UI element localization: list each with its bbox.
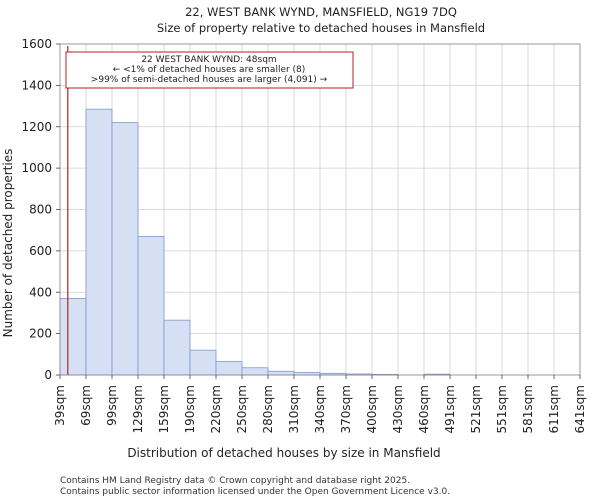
footer-line-1: Contains HM Land Registry data © Crown c… bbox=[60, 476, 410, 486]
x-tick-label: 551sqm bbox=[495, 385, 509, 433]
x-tick-label: 39sqm bbox=[53, 385, 67, 426]
y-tick-label: 200 bbox=[29, 327, 52, 341]
x-tick-label: 280sqm bbox=[261, 385, 275, 433]
histogram-bar bbox=[59, 298, 87, 376]
bars bbox=[59, 108, 451, 376]
x-tick-label: 581sqm bbox=[521, 385, 535, 433]
annotation-frame bbox=[65, 51, 354, 89]
chart-subtitle: Size of property relative to detached ho… bbox=[157, 21, 485, 35]
histogram-bar bbox=[189, 349, 217, 376]
x-tick-label: 611sqm bbox=[547, 385, 561, 433]
x-tick-label: 129sqm bbox=[131, 385, 145, 433]
x-tick-label: 491sqm bbox=[443, 385, 457, 433]
histogram-bar bbox=[267, 370, 295, 376]
x-tick-label: 250sqm bbox=[235, 385, 249, 433]
x-tick-label: 159sqm bbox=[157, 385, 171, 433]
y-axis-label: Number of detached properties bbox=[1, 149, 15, 338]
histogram-bar bbox=[241, 367, 269, 376]
annotation-line-1: 22 WEST BANK WYND: 48sqm bbox=[141, 55, 276, 65]
y-tick-label: 600 bbox=[29, 244, 52, 258]
y-tick-label: 800 bbox=[29, 203, 52, 217]
x-tick-label: 99sqm bbox=[105, 385, 119, 426]
x-tick-label: 430sqm bbox=[391, 385, 405, 433]
x-tick-label: 220sqm bbox=[209, 385, 223, 433]
histogram-bar bbox=[137, 235, 165, 376]
x-tick-label: 310sqm bbox=[287, 385, 301, 433]
x-tick-label: 460sqm bbox=[417, 385, 431, 433]
histogram-bar bbox=[163, 319, 191, 376]
annotation-line-3: >99% of semi-detached houses are larger … bbox=[91, 75, 328, 85]
x-tick-label: 400sqm bbox=[365, 385, 379, 433]
annotation-box: 22 WEST BANK WYND: 48sqm ← <1% of detach… bbox=[65, 51, 354, 89]
x-tick-label: 340sqm bbox=[313, 385, 327, 433]
x-axis-label: Distribution of detached houses by size … bbox=[127, 446, 440, 460]
annotation-line-2: ← <1% of detached houses are smaller (8) bbox=[113, 65, 306, 75]
y-tick-label: 1600 bbox=[21, 37, 52, 51]
y-tick-label: 0 bbox=[44, 368, 52, 382]
y-axis-ticks: 0 200 400 600 800 1000 1200 1400 1600 bbox=[21, 37, 60, 382]
x-tick-label: 69sqm bbox=[79, 385, 93, 426]
y-tick-label: 1400 bbox=[21, 78, 52, 92]
y-tick-label: 400 bbox=[29, 285, 52, 299]
x-tick-label: 521sqm bbox=[469, 385, 483, 433]
histogram-bar bbox=[85, 108, 113, 376]
histogram-bar bbox=[111, 122, 139, 376]
y-tick-label: 1200 bbox=[21, 120, 52, 134]
y-tick-label: 1000 bbox=[21, 161, 52, 175]
x-tick-label: 641sqm bbox=[573, 385, 587, 433]
footer-line-2: Contains public sector information licen… bbox=[60, 487, 450, 497]
histogram-bar bbox=[215, 361, 243, 376]
x-tick-label: 370sqm bbox=[339, 385, 353, 433]
chart-title: 22, WEST BANK WYND, MANSFIELD, NG19 7DQ bbox=[185, 5, 457, 19]
x-axis-ticks: 39sqm 69sqm 99sqm 129sqm 159sqm 190sqm 220sqm 2… bbox=[53, 375, 587, 433]
x-tick-label: 190sqm bbox=[183, 385, 197, 433]
